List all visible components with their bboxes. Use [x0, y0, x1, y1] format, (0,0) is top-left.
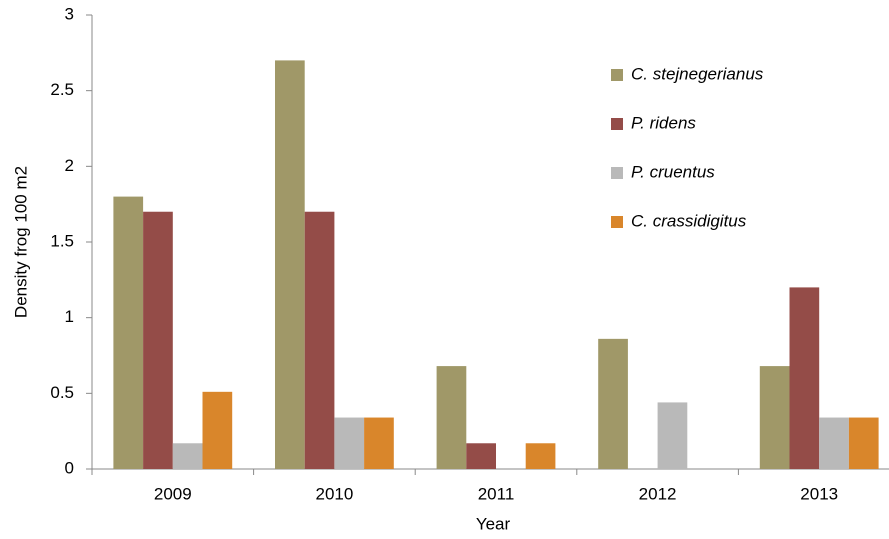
bar: [466, 443, 496, 469]
legend-swatch: [611, 69, 623, 81]
y-tick-label: 1.5: [50, 231, 74, 250]
x-tick-label: 2011: [478, 484, 515, 503]
legend-label: P. ridens: [631, 113, 696, 132]
legend-label: C. crassidigitus: [631, 211, 747, 230]
y-tick-label: 0: [65, 458, 74, 477]
legend-swatch: [611, 216, 623, 228]
bar: [364, 417, 394, 469]
y-tick-label: 2: [65, 156, 74, 175]
bar: [304, 211, 335, 469]
x-axis-title: Year: [476, 514, 511, 533]
legend-label: P. cruentus: [631, 162, 715, 181]
y-tick-label: 2.5: [50, 80, 74, 99]
bar: [275, 60, 305, 470]
legend-swatch: [611, 118, 623, 130]
x-tick-label: 2009: [154, 484, 192, 503]
bar: [848, 417, 879, 469]
bar: [789, 287, 820, 469]
y-tick-label: 0.5: [50, 383, 74, 402]
y-tick-label: 1: [65, 307, 74, 326]
bar: [436, 366, 467, 469]
x-tick-label: 2013: [800, 484, 838, 503]
bar: [172, 443, 203, 469]
bar: [525, 443, 556, 469]
bar: [759, 366, 790, 469]
bar: [819, 417, 849, 469]
y-tick-label: 3: [65, 4, 74, 23]
bar: [598, 338, 628, 469]
y-axis-title: Density frog 100 m2: [11, 166, 30, 318]
bar: [113, 196, 144, 469]
bar: [143, 211, 173, 469]
bar: [202, 391, 233, 469]
bar: [657, 402, 688, 469]
legend-label: C. stejnegerianus: [631, 64, 764, 83]
bar: [334, 417, 365, 469]
legend-swatch: [611, 167, 623, 179]
x-tick-label: 2010: [315, 484, 353, 503]
x-tick-label: 2012: [639, 484, 677, 503]
